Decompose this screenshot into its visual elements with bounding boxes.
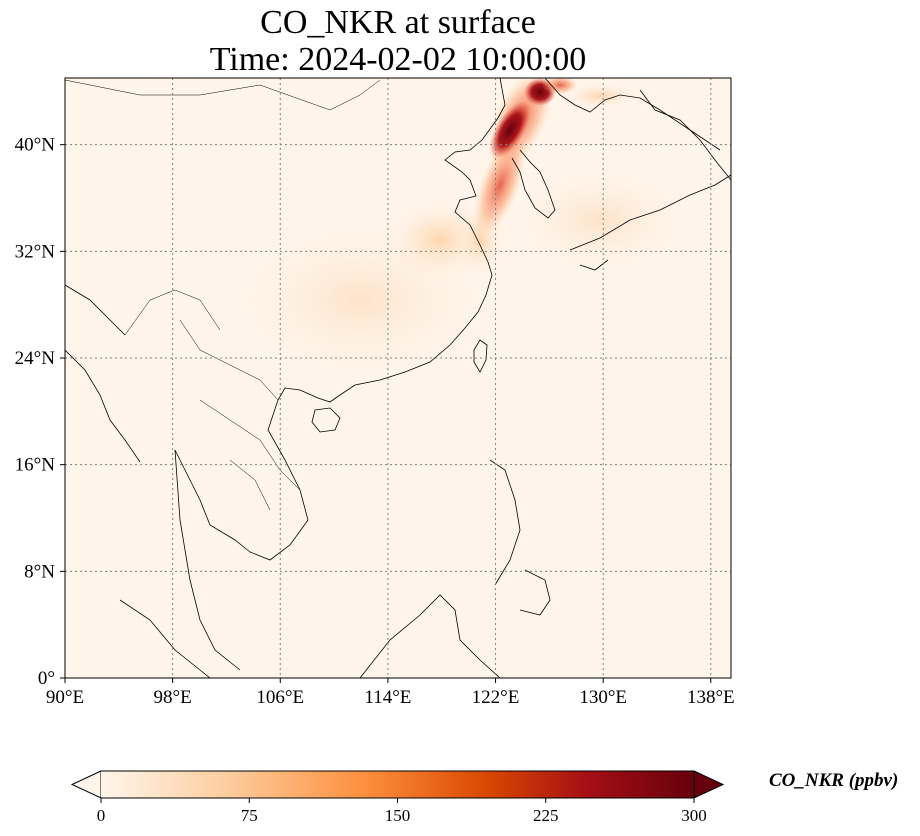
lat-tick-label: 24°N	[15, 348, 56, 369]
lon-tick-label: 106°E	[256, 687, 304, 708]
lat-tick-label: 40°N	[15, 135, 56, 156]
lat-tick-label: 16°N	[15, 455, 56, 476]
country-borders	[65, 79, 381, 511]
map-title: CO_NKR at surface	[260, 4, 536, 41]
lon-tick-label: 90°E	[46, 687, 84, 708]
coastlines	[65, 78, 731, 678]
colorbar-tick-label: 75	[241, 806, 258, 825]
colorbar-extend-max	[693, 770, 725, 799]
longitude-axis: 90°E 98°E 106°E 114°E 122°E 130°E 138°E	[46, 678, 735, 708]
colorbar-tick-label: 0	[97, 806, 106, 825]
colorbar-label: CO_NKR (ppbv)	[769, 770, 899, 791]
latitude-axis: 0° 8°N 16°N 24°N 32°N 40°N	[15, 135, 65, 689]
lon-tick-label: 130°E	[579, 687, 627, 708]
colorbar-tick-label: 300	[681, 806, 707, 825]
lon-tick-label: 98°E	[154, 687, 192, 708]
colorbar-tick-label: 225	[533, 806, 559, 825]
colorbar-tick-label: 150	[385, 806, 411, 825]
lat-tick-label: 0°	[38, 668, 55, 689]
concentration-field	[210, 78, 700, 390]
colorbar-gradient	[101, 771, 694, 798]
map-time-subtitle: Time: 2024-02-02 10:00:00	[209, 41, 587, 78]
lon-tick-label: 114°E	[364, 687, 411, 708]
lon-tick-label: 138°E	[687, 687, 735, 708]
lat-tick-label: 32°N	[15, 241, 56, 262]
lon-tick-label: 122°E	[472, 687, 520, 708]
colorbar: 0 75 150 225 300	[70, 770, 725, 825]
map-frame	[64, 77, 732, 679]
gridlines	[65, 78, 731, 678]
colorbar-extend-min	[70, 770, 102, 799]
lat-tick-label: 8°N	[24, 561, 55, 582]
